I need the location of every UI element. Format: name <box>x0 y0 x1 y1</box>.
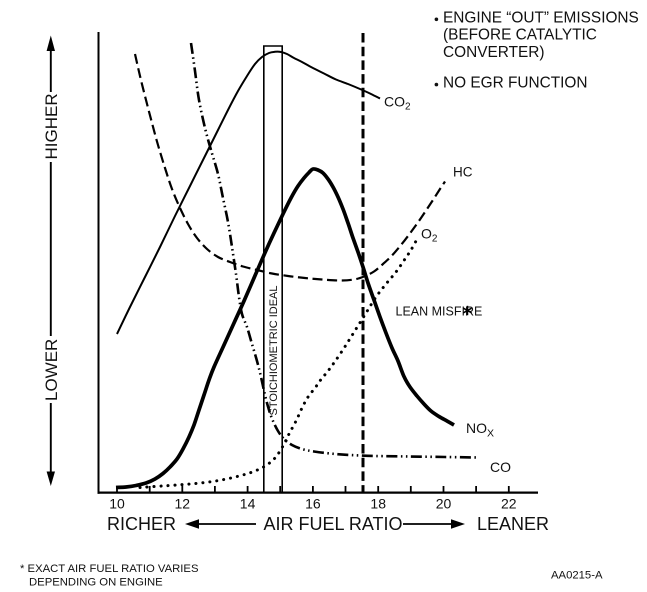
svg-text:18: 18 <box>370 496 386 512</box>
svg-text:CONVERTER): CONVERTER) <box>443 44 544 61</box>
svg-text:DEPENDING ON ENGINE: DEPENDING ON ENGINE <box>29 577 163 589</box>
svg-text:CO: CO <box>490 459 511 475</box>
svg-text:AA0215-A: AA0215-A <box>551 570 603 582</box>
svg-text:20: 20 <box>436 496 452 512</box>
svg-text:LEAN MISFIRE: LEAN MISFIRE <box>396 305 483 319</box>
svg-text:22: 22 <box>501 496 517 512</box>
svg-text:RICHER: RICHER <box>107 514 176 534</box>
svg-text:HIGHER: HIGHER <box>42 93 61 159</box>
svg-text:16: 16 <box>305 496 321 512</box>
svg-text:12: 12 <box>175 496 191 512</box>
svg-text:* EXACT AIR FUEL RATIO VARIES: * EXACT AIR FUEL RATIO VARIES <box>20 563 199 575</box>
svg-text:NO EGR FUNCTION: NO EGR FUNCTION <box>443 75 588 92</box>
svg-text:AIR FUEL RATIO: AIR FUEL RATIO <box>264 514 403 534</box>
svg-text:STOICHIOMETRIC IDEAL: STOICHIOMETRIC IDEAL <box>268 286 280 416</box>
svg-text:LOWER: LOWER <box>42 339 61 401</box>
svg-text:(BEFORE CATALYTIC: (BEFORE CATALYTIC <box>443 27 597 44</box>
svg-text:10: 10 <box>109 496 125 512</box>
svg-text:HC: HC <box>453 165 473 180</box>
svg-text:LEANER: LEANER <box>477 514 549 534</box>
svg-text:ENGINE “OUT” EMISSIONS: ENGINE “OUT” EMISSIONS <box>443 9 639 26</box>
svg-text:14: 14 <box>240 496 256 512</box>
svg-text:CO2: CO2 <box>384 94 411 113</box>
